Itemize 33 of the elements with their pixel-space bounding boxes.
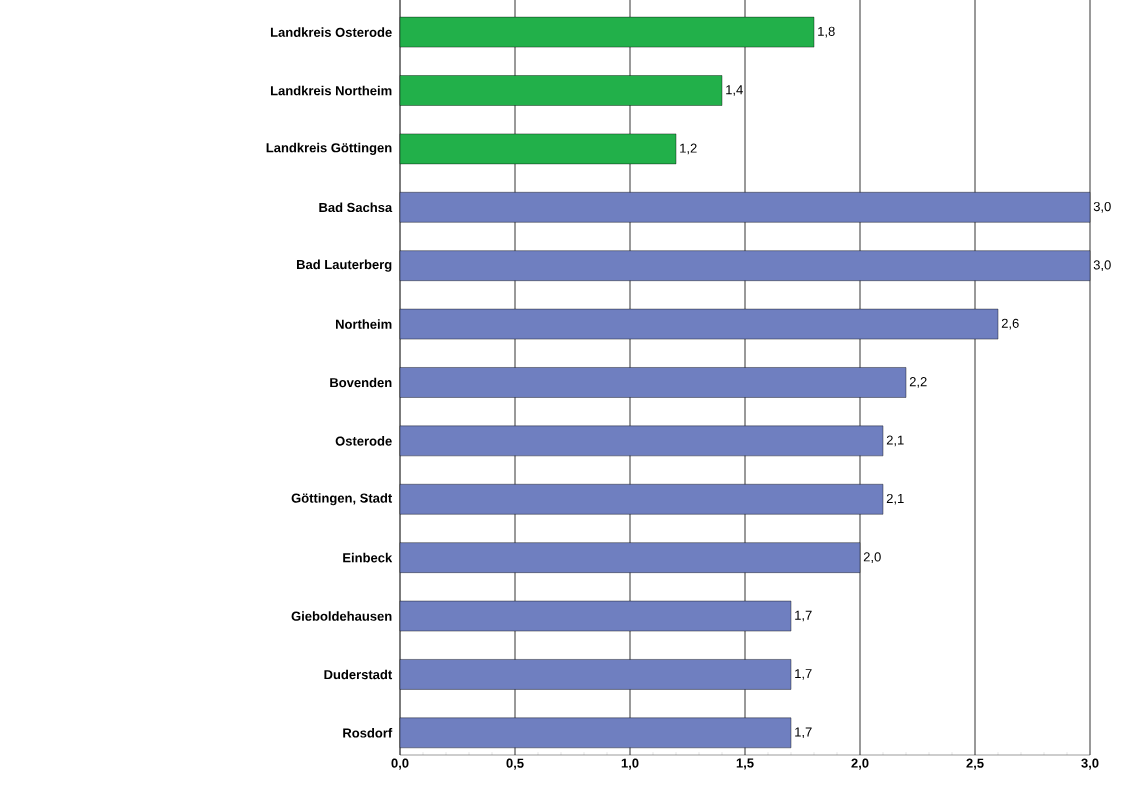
data-label: 2,6 <box>1001 318 1019 330</box>
data-label: 3,0 <box>1093 201 1111 213</box>
y-tick-label: Gieboldehausen <box>291 611 392 621</box>
y-tick-label: Landkreis Osterode <box>270 27 392 37</box>
data-label: 1,7 <box>795 669 812 680</box>
y-tick-label: Bovenden <box>330 377 392 388</box>
y-tick-label: Landkreis Northeim <box>270 85 392 96</box>
y-tick-label: Bad Sachsa <box>319 202 393 213</box>
y-tick-label: Duderstadt <box>324 669 393 680</box>
y-tick-label: Northeim <box>336 319 392 329</box>
y-tick-label: Göttingen, Stadt <box>291 493 393 506</box>
data-label: 1,8 <box>818 26 835 38</box>
x-tick-label: 2,5 <box>966 758 984 770</box>
data-label: 2,2 <box>909 377 927 388</box>
data-label: 1,7 <box>795 610 812 622</box>
data-label: 2,1 <box>886 435 904 447</box>
y-tick-label: Landkreis Göttingen <box>266 142 392 155</box>
y-tick-label: Rosdorf <box>343 728 393 738</box>
y-tick-label: Osterode <box>335 436 392 446</box>
y-tick-label: Bad Lauterberg <box>296 259 392 272</box>
data-label: 1,2 <box>680 143 697 155</box>
x-tick-label: 1,5 <box>736 758 754 770</box>
x-tick-label: 2,0 <box>851 758 869 770</box>
data-label: 2,1 <box>886 493 904 505</box>
x-tick-label: 0,0 <box>391 758 409 770</box>
data-label: 1,4 <box>726 85 743 96</box>
x-tick-label: 0,5 <box>506 758 524 770</box>
data-label: 2,0 <box>863 552 881 564</box>
data-label: 1,7 <box>795 727 812 739</box>
x-tick-label: 3,0 <box>1081 758 1099 770</box>
x-tick-label: 1,0 <box>621 758 639 770</box>
data-label: 3,0 <box>1093 260 1111 272</box>
y-tick-label: Einbeck <box>343 552 393 563</box>
